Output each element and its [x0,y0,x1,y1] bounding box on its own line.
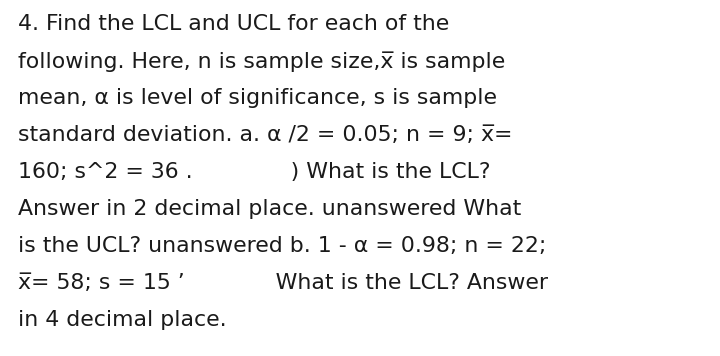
Text: 160; s^2 = 36 .              ) What is the LCL?: 160; s^2 = 36 . ) What is the LCL? [18,162,490,182]
Text: standard deviation. a. α /2 = 0.05; n = 9; x̅=: standard deviation. a. α /2 = 0.05; n = … [18,125,513,145]
Text: mean, α is level of significance, s is sample: mean, α is level of significance, s is s… [18,88,497,108]
Text: x̅= 58; s = 15 ’             What is the LCL? Answer: x̅= 58; s = 15 ’ What is the LCL? Answer [18,273,548,293]
Text: following. Here, n is sample size,x̅ is sample: following. Here, n is sample size,x̅ is … [18,51,505,72]
Text: is the UCL? unanswered b. 1 - α = 0.98; n = 22;: is the UCL? unanswered b. 1 - α = 0.98; … [18,236,546,256]
Text: 4. Find the LCL and UCL for each of the: 4. Find the LCL and UCL for each of the [18,14,449,34]
Text: in 4 decimal place.: in 4 decimal place. [18,310,227,330]
Text: Answer in 2 decimal place. unanswered What: Answer in 2 decimal place. unanswered Wh… [18,199,521,219]
